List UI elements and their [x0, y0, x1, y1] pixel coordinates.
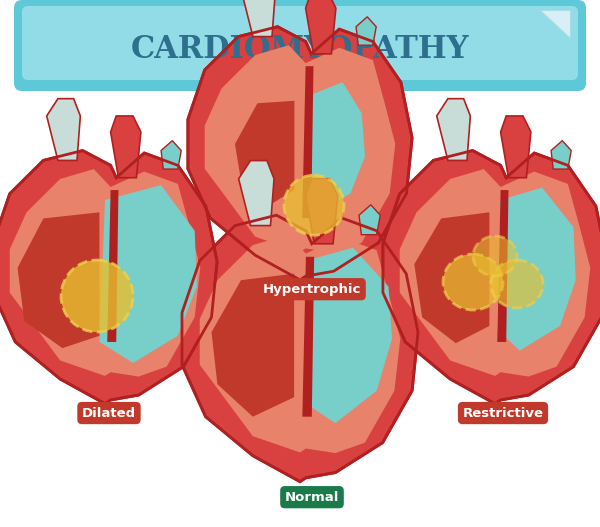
FancyBboxPatch shape: [22, 6, 578, 80]
Polygon shape: [161, 141, 181, 169]
Text: CARDIOMYOPATHY: CARDIOMYOPATHY: [131, 34, 469, 65]
Polygon shape: [242, 0, 275, 36]
Polygon shape: [188, 27, 412, 280]
Polygon shape: [212, 274, 294, 417]
Ellipse shape: [284, 175, 344, 235]
Text: Normal: Normal: [285, 491, 339, 504]
Polygon shape: [305, 0, 336, 54]
Ellipse shape: [491, 260, 543, 308]
Polygon shape: [306, 248, 392, 423]
Polygon shape: [497, 188, 576, 350]
Polygon shape: [414, 212, 490, 343]
Polygon shape: [400, 169, 590, 377]
Ellipse shape: [61, 260, 133, 332]
Polygon shape: [100, 185, 197, 363]
Polygon shape: [10, 169, 200, 377]
Polygon shape: [17, 212, 100, 348]
Polygon shape: [437, 99, 470, 160]
Polygon shape: [107, 190, 118, 342]
Polygon shape: [306, 179, 338, 244]
Polygon shape: [497, 190, 508, 342]
Ellipse shape: [473, 236, 517, 276]
Text: Restrictive: Restrictive: [463, 406, 544, 419]
Polygon shape: [205, 45, 395, 253]
Polygon shape: [200, 235, 400, 453]
Polygon shape: [47, 99, 80, 160]
Polygon shape: [239, 161, 274, 226]
Polygon shape: [235, 101, 295, 206]
Polygon shape: [110, 116, 141, 178]
Polygon shape: [359, 205, 380, 235]
Polygon shape: [302, 66, 313, 218]
Text: Hypertrophic: Hypertrophic: [263, 282, 361, 296]
Polygon shape: [356, 17, 376, 45]
Polygon shape: [500, 116, 531, 178]
Text: Dilated: Dilated: [82, 406, 136, 419]
Polygon shape: [551, 141, 571, 169]
Polygon shape: [540, 10, 570, 38]
Polygon shape: [0, 151, 217, 404]
Polygon shape: [383, 151, 600, 404]
Polygon shape: [182, 215, 418, 482]
Polygon shape: [305, 82, 365, 212]
Polygon shape: [302, 257, 314, 417]
FancyBboxPatch shape: [14, 0, 586, 91]
Ellipse shape: [443, 254, 503, 310]
